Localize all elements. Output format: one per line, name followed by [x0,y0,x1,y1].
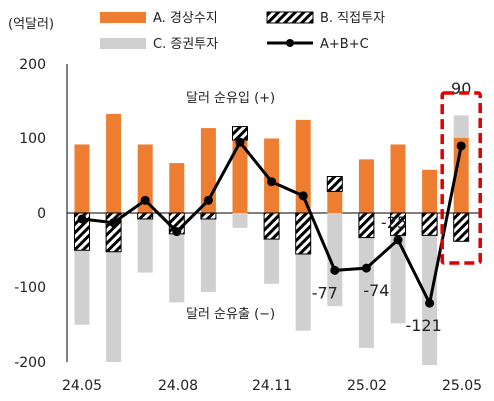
bar-current-account [232,139,248,213]
y-tick-label: 200 [19,57,46,73]
annotation-inflow: 달러 순유입 (+) [186,91,275,106]
y-tick-label: 0 [37,206,46,222]
bar-portfolio-investment [327,213,343,307]
legend-swatch-portfolio-investment [100,38,146,49]
bars [74,113,470,365]
total-point [361,263,371,273]
total-point [203,195,213,205]
y-tick-label: -100 [14,280,46,296]
bar-direct-investment [358,212,375,239]
total-point [393,235,403,245]
legend-marker-total [286,39,294,47]
bar-current-account [295,119,311,213]
bar-current-account [137,144,153,213]
bar-direct-investment [263,212,280,240]
total-line-layer [77,137,466,308]
unit-label: (억달러) [8,17,54,32]
bar-portfolio-investment [169,233,185,303]
bar-portfolio-investment [264,239,280,284]
legend-label-current-account: A. 경상수지 [153,11,218,26]
bar-portfolio-investment [295,253,311,331]
y-tick-label: -200 [14,355,46,371]
bar-current-account [327,191,343,213]
data-labels: -77 -74 -25 -121 90 [312,79,472,335]
bar-current-account [422,169,438,213]
bar-direct-investment [421,212,438,236]
bar-portfolio-investment [200,218,216,292]
bar-portfolio-investment [390,235,406,324]
total-point [425,298,435,308]
total-point [109,218,119,228]
x-tick-label: 25.05 [442,378,482,394]
bar-portfolio-investment [137,218,153,273]
bar-current-account [453,137,469,213]
bar-direct-investment [453,212,470,242]
annotation-outflow: 달러 순유출 (−) [186,307,275,322]
bar-current-account [74,144,90,213]
legend-swatch-current-account [100,12,146,23]
x-tick-label: 24.11 [252,378,292,394]
legend-swatch-direct-investment [266,11,314,24]
bar-direct-investment [295,212,312,255]
y-tick-label: 100 [19,131,46,147]
bar-portfolio-investment [106,251,122,362]
total-point [456,141,466,151]
highlight-box [440,91,482,265]
total-point [330,265,340,275]
bar-current-account [390,144,406,213]
legend: A. 경상수지 B. 직접투자 C. 증권투자 A+B+C [100,11,385,52]
bar-portfolio-investment [453,115,469,138]
data-label: 90 [451,79,471,98]
x-axis: 24.05 24.08 24.11 25.02 25.05 [62,378,482,394]
bar-direct-investment [200,212,217,220]
bar-current-account [264,138,280,213]
data-label: -74 [363,281,389,300]
total-point [140,195,150,205]
bar-direct-investment [74,212,90,251]
total-point [267,177,277,187]
bar-current-account [358,159,374,213]
bar-direct-investment [326,175,343,192]
legend-label-portfolio-investment: C. 증권투자 [153,37,218,52]
bar-portfolio-investment [232,213,248,228]
total-point [235,137,245,147]
data-label: -121 [405,316,441,335]
x-tick-label: 24.05 [62,378,102,394]
legend-label-total: A+B+C [320,37,369,52]
total-point [298,191,308,201]
total-point [172,227,182,237]
bar-direct-investment [137,212,154,220]
data-label: -25 [381,213,407,232]
bar-current-account [169,163,185,213]
data-label: -77 [312,283,338,302]
bar-portfolio-investment [74,250,90,325]
total-point [77,214,87,224]
legend-label-direct-investment: B. 직접투자 [320,11,385,26]
bar-current-account [106,113,122,213]
y-axis: 200 100 0 -100 -200 [14,57,68,371]
x-tick-label: 25.02 [347,378,387,394]
x-tick-label: 24.08 [158,378,198,394]
